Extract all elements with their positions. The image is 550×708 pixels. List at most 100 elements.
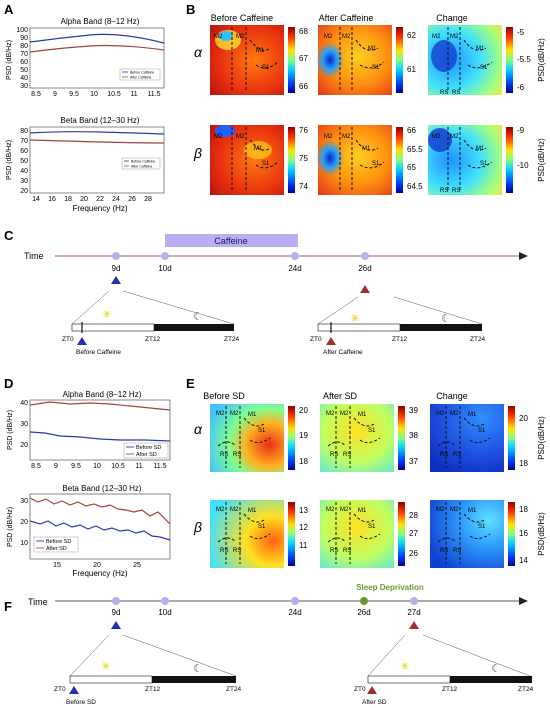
d-alpha-title: Alpha Band (8–12 Hz) (63, 390, 142, 399)
svg-text:10: 10 (90, 91, 98, 98)
svg-text:15: 15 (53, 562, 61, 569)
svg-text:12: 12 (299, 523, 308, 532)
e-colorbar-ticks: 20 19 18 39 38 37 20 18 13 12 11 28 27 2… (299, 406, 528, 565)
c-caffeine-label: Caffeine (214, 236, 247, 246)
svg-text:13: 13 (299, 506, 308, 515)
svg-text:80: 80 (20, 43, 28, 50)
d-alpha-xticks: 8.5 9 9.5 10 10.5 11 11.5 (31, 463, 167, 470)
b-map-alpha-before (210, 25, 284, 95)
svg-text:ZT12: ZT12 (392, 336, 408, 343)
svg-text:10: 10 (93, 463, 101, 470)
svg-text:50: 50 (20, 67, 28, 74)
f-before-marker (111, 621, 121, 629)
b-side-label-alpha: PSD(dB/Hz) (537, 38, 546, 82)
svg-text:18: 18 (519, 459, 528, 468)
svg-text:M2: M2 (342, 134, 351, 140)
svg-text:M2: M2 (450, 34, 459, 40)
svg-text:8.5: 8.5 (31, 463, 41, 470)
e-map-alpha-change (430, 404, 504, 472)
b-colorbar-ticks: 68 67 66 62 61 -5 -5.5 -6 76 75 74 66 65… (299, 27, 531, 191)
svg-text:11: 11 (135, 463, 142, 470)
a-beta-axes (29, 126, 165, 194)
svg-text:-5: -5 (517, 28, 525, 37)
svg-text:40: 40 (20, 75, 28, 82)
svg-text:RS: RS (233, 548, 241, 554)
svg-text:26d: 26d (358, 264, 371, 273)
e-region-labels: M2 M2 M1 S1 RS RS M2 M2 M1 S1 RS RS M2 M2 M1 S1 RS RS M… (216, 411, 486, 554)
c-left-zt-labels: ZT0 ZT12 ZT24 (62, 336, 240, 343)
svg-text:M1: M1 (468, 412, 477, 418)
svg-text:30: 30 (20, 83, 28, 90)
c-day-labels: 9d 10d 24d 26d (112, 264, 372, 273)
svg-text:24: 24 (112, 196, 120, 203)
svg-text:M2: M2 (342, 34, 351, 40)
d-alpha-legend-1: After SD (136, 452, 157, 458)
a-alpha-yticks: 30 40 50 60 70 80 90 100 (16, 27, 28, 90)
svg-text:S1: S1 (262, 65, 270, 71)
svg-text:11.5: 11.5 (147, 91, 160, 98)
svg-text:M2: M2 (236, 34, 245, 40)
svg-text:18: 18 (299, 457, 308, 466)
svg-text:M2: M2 (326, 411, 335, 417)
svg-text:M2: M2 (230, 411, 239, 417)
f-sd-label: Sleep Deprivation (356, 583, 424, 592)
svg-text:16: 16 (48, 196, 56, 203)
svg-text:64.5: 64.5 (407, 182, 423, 191)
b-map-beta-before (210, 125, 284, 195)
svg-text:30: 30 (20, 421, 28, 428)
svg-text:RS: RS (220, 452, 228, 458)
b-header-after: After Caffeine (319, 13, 374, 23)
svg-text:RS: RS (330, 452, 338, 458)
svg-text:20: 20 (80, 196, 88, 203)
c-left-moon-icon: ☾ (193, 311, 203, 323)
svg-text:70: 70 (20, 138, 28, 145)
f-day-labels: 9d 10d 24d 26d 27d (112, 608, 421, 617)
svg-text:10: 10 (20, 540, 28, 547)
svg-text:18: 18 (64, 196, 72, 203)
svg-text:M2: M2 (432, 34, 441, 40)
d-beta-before-line (29, 520, 171, 541)
svg-text:20: 20 (519, 414, 528, 423)
svg-text:M1: M1 (358, 508, 367, 514)
svg-text:10d: 10d (158, 608, 171, 617)
a-beta-yticks: 20 30 40 50 60 70 80 (20, 128, 28, 195)
svg-text:ZT0: ZT0 (54, 686, 66, 693)
svg-text:66: 66 (299, 82, 308, 91)
svg-text:11: 11 (299, 541, 308, 550)
svg-text:RS: RS (343, 452, 351, 458)
c-left-caption: Before Caffeine (76, 349, 121, 356)
f-right-moon-icon: ☾ (491, 663, 501, 675)
svg-text:ZT12: ZT12 (145, 686, 161, 693)
svg-text:ZT0: ZT0 (310, 336, 322, 343)
a-beta-legend-1: After Caffeine (131, 165, 152, 169)
svg-text:RS: RS (453, 452, 461, 458)
d-beta-xticks: 15 20 25 (53, 562, 141, 569)
svg-text:19: 19 (299, 431, 308, 440)
svg-text:M2: M2 (324, 134, 333, 140)
e-map-alpha-before (210, 404, 284, 472)
e-alpha-symbol: α (194, 421, 203, 437)
svg-text:70: 70 (20, 51, 28, 58)
panel-d-letter: D (4, 376, 13, 391)
svg-text:M2: M2 (214, 34, 223, 40)
svg-text:ZT24: ZT24 (518, 686, 534, 693)
svg-text:M2: M2 (436, 411, 445, 417)
svg-text:M2: M2 (326, 507, 335, 513)
e-map-beta-after (320, 500, 394, 568)
f-left-zt0-marker (69, 686, 79, 694)
svg-text:M2: M2 (214, 134, 223, 140)
svg-text:M2: M2 (450, 411, 459, 417)
svg-text:S1: S1 (258, 524, 266, 530)
b-alpha-symbol: α (194, 44, 203, 60)
svg-text:ZT12: ZT12 (442, 686, 458, 693)
svg-text:30: 30 (20, 498, 28, 505)
svg-text:26d: 26d (357, 608, 370, 617)
svg-text:50: 50 (20, 158, 28, 165)
svg-text:65.5: 65.5 (407, 145, 423, 154)
d-alpha-before-line (29, 431, 171, 442)
svg-text:M2: M2 (450, 507, 459, 513)
svg-text:M2: M2 (432, 134, 441, 140)
c-right-zt0-marker (326, 337, 336, 345)
d-beta-yticks: 10 20 30 (20, 498, 28, 547)
